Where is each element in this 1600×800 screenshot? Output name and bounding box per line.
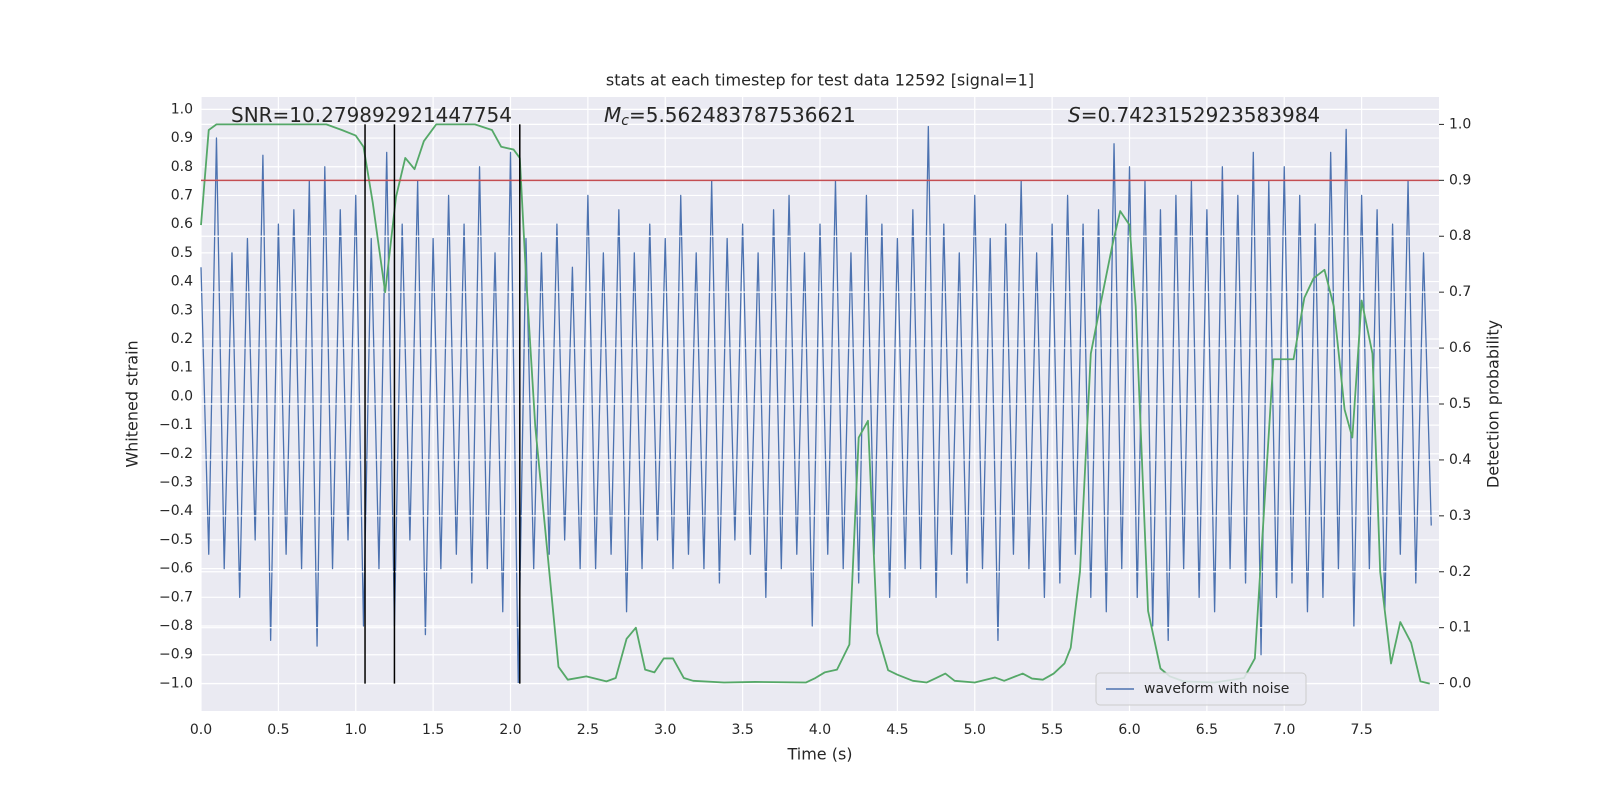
y-tick-label: 0.0 bbox=[171, 388, 193, 404]
x-tick-label: 1.5 bbox=[422, 722, 444, 738]
y2-tick-label: 0.7 bbox=[1449, 284, 1471, 300]
y-tick-label: −0.9 bbox=[159, 647, 193, 663]
annotation-part: S bbox=[1068, 103, 1081, 127]
y-tick-label: 0.8 bbox=[171, 159, 193, 175]
x-tick-label: 7.0 bbox=[1273, 722, 1295, 738]
y-tick-label: 0.1 bbox=[171, 360, 193, 376]
legend-box bbox=[1095, 672, 1307, 706]
x-tick-label: 0.5 bbox=[267, 722, 289, 738]
x-tick-label: 2.0 bbox=[499, 722, 521, 738]
line-series bbox=[200, 123, 1430, 685]
y-tick-label: −0.2 bbox=[159, 446, 193, 462]
annotation-part: =5.562483787536621 bbox=[629, 103, 856, 127]
y-tick-label: 0.9 bbox=[171, 130, 193, 146]
y2-axis-label: Detection probability bbox=[1484, 320, 1503, 488]
x-tick-label: 4.0 bbox=[809, 722, 831, 738]
y2-tick-label: 0.3 bbox=[1449, 508, 1471, 524]
y2-tick-label: 1.0 bbox=[1449, 116, 1471, 132]
x-axis-label: Time (s) bbox=[786, 745, 852, 764]
y-tick-label: 0.3 bbox=[171, 302, 193, 318]
y-tick-label: 1.0 bbox=[171, 101, 193, 117]
y-tick-label: −0.7 bbox=[159, 589, 193, 605]
y2-tick-label: 0.0 bbox=[1449, 676, 1471, 692]
y-tick-label: −0.8 bbox=[159, 618, 193, 634]
x-tick-label: 1.0 bbox=[345, 722, 367, 738]
y2-tick-label: 0.9 bbox=[1449, 172, 1471, 188]
y-tick-label: 0.2 bbox=[171, 331, 193, 347]
y-tick-label: 0.7 bbox=[171, 187, 193, 203]
y-tick-label: −0.6 bbox=[159, 561, 193, 577]
y2-tick-label: 0.1 bbox=[1449, 620, 1471, 636]
x-tick-label: 4.5 bbox=[886, 722, 908, 738]
x-tick-label: 0.0 bbox=[190, 722, 212, 738]
x-tick-label: 5.0 bbox=[964, 722, 986, 738]
annotation-part: c bbox=[621, 113, 629, 129]
line-series bbox=[200, 125, 1432, 685]
y-tick-label: −0.1 bbox=[159, 417, 193, 433]
x-tick-label: 3.5 bbox=[731, 722, 753, 738]
annotation: S=0.7423152923583984 bbox=[1068, 103, 1320, 127]
annotation-part: =0.7423152923583984 bbox=[1081, 103, 1320, 127]
legend-label: waveform with noise bbox=[1144, 681, 1289, 697]
x-tick-label: 3.0 bbox=[654, 722, 676, 738]
x-tick-label: 6.5 bbox=[1196, 722, 1218, 738]
y-tick-label: −0.5 bbox=[159, 532, 193, 548]
x-tick-label: 7.5 bbox=[1350, 722, 1372, 738]
y-tick-label: 0.5 bbox=[171, 245, 193, 261]
y-tick-label: −0.3 bbox=[159, 475, 193, 491]
y2-tick-label: 0.8 bbox=[1449, 228, 1471, 244]
y2-tick-label: 0.6 bbox=[1449, 340, 1471, 356]
y2-tick-label: 0.2 bbox=[1449, 564, 1471, 580]
annotation-part: SNR=10.279892921447754 bbox=[231, 103, 512, 127]
x-tick-label: 6.0 bbox=[1118, 722, 1140, 738]
x-tick-label: 2.5 bbox=[577, 722, 599, 738]
y2-tick-label: 0.4 bbox=[1449, 452, 1471, 468]
annotation: SNR=10.279892921447754 bbox=[231, 103, 512, 127]
y2-tick-label: 0.5 bbox=[1449, 396, 1471, 412]
y-tick-label: −0.4 bbox=[159, 503, 193, 519]
legend: waveform with noise bbox=[1095, 672, 1307, 706]
annotation-part: M bbox=[604, 103, 621, 127]
annotation: Mc=5.562483787536621 bbox=[604, 103, 856, 130]
y-tick-label: −1.0 bbox=[159, 675, 193, 691]
y-tick-label: 0.4 bbox=[171, 274, 193, 290]
x-tick-label: 5.5 bbox=[1041, 722, 1063, 738]
y-axis-label: Whitened strain bbox=[123, 340, 142, 467]
chart-title: stats at each timestep for test data 125… bbox=[606, 71, 1034, 90]
y-tick-label: 0.6 bbox=[171, 216, 193, 232]
